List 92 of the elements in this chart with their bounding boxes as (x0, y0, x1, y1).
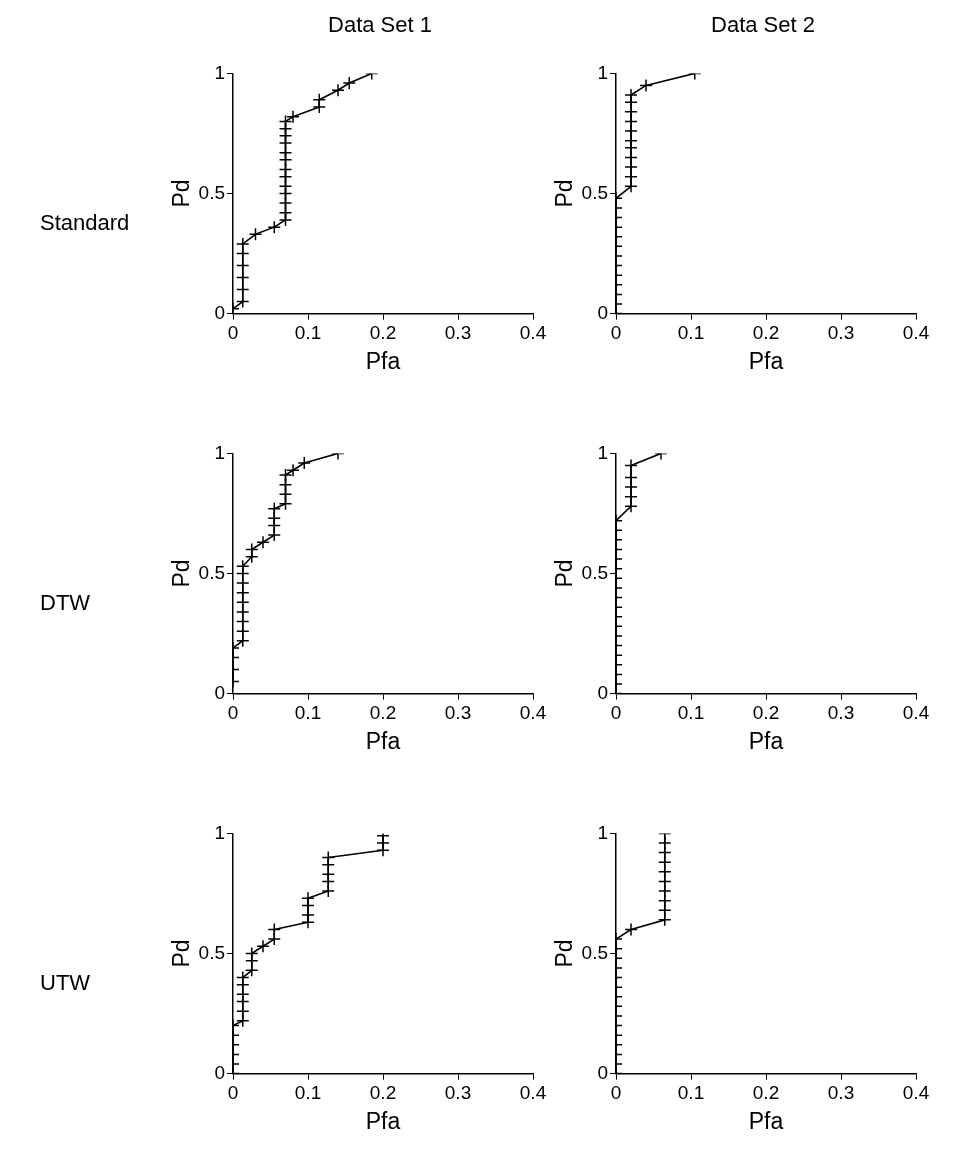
x-tick-label: 0.2 (369, 1082, 397, 1104)
x-tick-label: 0.3 (827, 702, 855, 724)
point (342, 76, 357, 90)
x-tick-label: 0.2 (752, 322, 780, 344)
y-tick-label: 1 (214, 441, 226, 463)
y-tick-label: 0.5 (581, 941, 609, 963)
text: UTW (40, 970, 91, 996)
point (236, 282, 250, 297)
point (278, 114, 293, 129)
x-tick-label: 0.2 (369, 702, 397, 724)
point (236, 258, 250, 273)
point (278, 468, 293, 482)
y-tick-label: 0 (214, 1061, 226, 1083)
x-axis-title: Pfa (365, 347, 401, 374)
point (236, 605, 250, 619)
point (312, 93, 327, 107)
x-tick-label: 0.4 (902, 1082, 930, 1104)
point (286, 463, 300, 477)
y-tick-label: 0.5 (198, 941, 226, 963)
x-tick-label: 0.2 (752, 702, 780, 724)
x-tick-label: 0.2 (369, 322, 397, 344)
y-tick-label: 0.5 (581, 181, 609, 203)
x-tick-label: 0.1 (677, 1082, 705, 1104)
x-axis-title: Pfa (748, 1107, 784, 1134)
y-tick-label: 0 (597, 681, 609, 703)
y-tick-label: 1 (597, 61, 609, 83)
point (236, 270, 250, 285)
x-axis-title: Pfa (365, 727, 401, 754)
point (331, 83, 345, 97)
x-tick-label: 0.3 (444, 702, 472, 724)
point (236, 970, 250, 985)
chart-title: Data Set 2 (710, 12, 816, 38)
y-tick-label: 1 (214, 61, 226, 83)
x-tick-label: 0.4 (902, 322, 930, 344)
point (236, 634, 250, 648)
x-axis-title: Pfa (365, 1107, 401, 1134)
y-tick-label: 0.5 (198, 561, 226, 583)
point (301, 908, 315, 922)
text: DTW (40, 590, 91, 616)
x-tick-label: 0.3 (444, 322, 472, 344)
point (256, 939, 270, 954)
y-axis-title: Pd (551, 179, 578, 208)
point (297, 456, 312, 470)
point (321, 884, 336, 898)
y-tick-label: 0 (214, 301, 226, 323)
x-tick-label: 0.4 (902, 702, 930, 724)
point (267, 501, 282, 516)
point (286, 109, 300, 124)
point (256, 535, 270, 550)
point (245, 542, 259, 557)
point (267, 932, 282, 946)
y-axis-title: Pd (168, 939, 195, 968)
y-tick-label: 0.5 (198, 181, 226, 203)
point (236, 1014, 250, 1028)
text: Standard (40, 210, 130, 236)
y-axis-title: Pd (551, 939, 578, 968)
point (236, 237, 250, 251)
point (267, 220, 282, 234)
x-tick-label: 0.4 (519, 322, 547, 344)
x-tick-label: 0.1 (294, 322, 322, 344)
point (245, 946, 259, 961)
x-tick-label: 0.3 (827, 1082, 855, 1104)
x-tick-label: 0.4 (519, 1082, 547, 1104)
y-axis-title: Pd (551, 559, 578, 588)
y-tick-label: 0 (597, 1061, 609, 1083)
y-tick-label: 1 (214, 821, 226, 843)
y-axis-title: Pd (168, 179, 195, 208)
y-tick-label: 1 (597, 441, 609, 463)
x-tick-label: 0.1 (677, 702, 705, 724)
x-tick-label: 0.1 (294, 702, 322, 724)
y-tick-label: 1 (597, 821, 609, 843)
x-tick-label: 0.4 (519, 702, 547, 724)
chart-title: Data Set 1 (327, 12, 433, 38)
y-axis-title: Pd (168, 559, 195, 588)
x-tick-label: 0.3 (444, 1082, 472, 1104)
y-tick-label: 0 (214, 681, 226, 703)
point (236, 559, 250, 574)
point (267, 922, 282, 937)
x-tick-label: 0.1 (294, 1082, 322, 1104)
point (236, 294, 250, 309)
point (321, 850, 336, 865)
x-axis-title: Pfa (748, 347, 784, 374)
point (278, 497, 293, 511)
x-axis-title: Pfa (748, 727, 784, 754)
x-tick-label: 0.3 (827, 322, 855, 344)
point (267, 528, 282, 542)
x-tick-label: 0.1 (677, 322, 705, 344)
y-tick-label: 0 (597, 301, 609, 323)
y-tick-label: 0.5 (581, 561, 609, 583)
point (301, 891, 315, 905)
x-tick-label: 0.2 (752, 1082, 780, 1104)
point (248, 227, 263, 242)
